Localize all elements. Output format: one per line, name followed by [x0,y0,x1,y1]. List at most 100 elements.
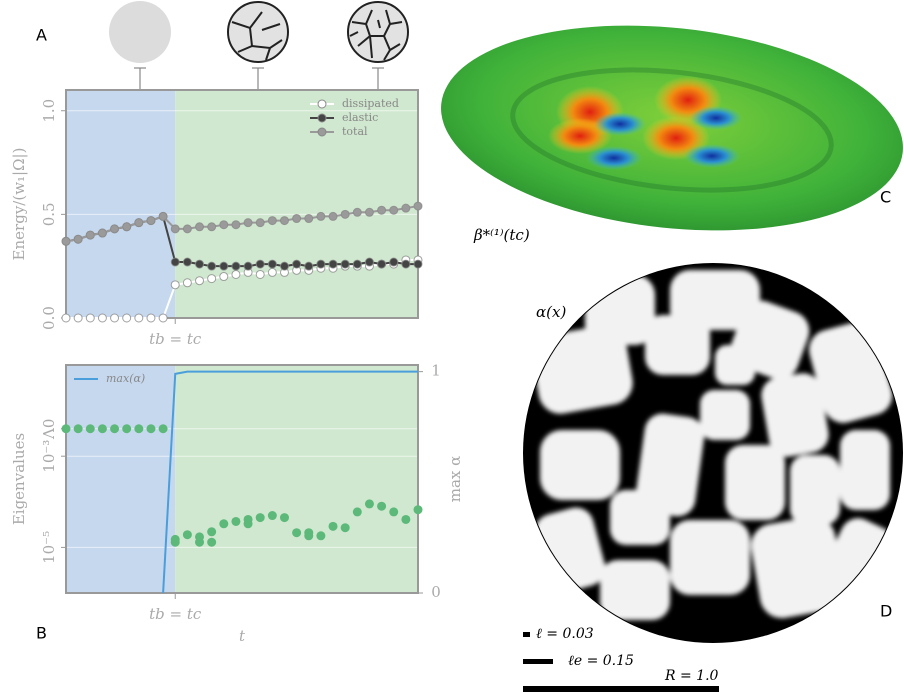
data-point [195,222,205,232]
data-point [340,209,350,219]
data-point [267,267,277,277]
data-point [316,259,326,269]
region [175,90,418,318]
legend-marker [317,127,327,137]
y-tick-label: 10⁻³ [40,440,58,473]
plot-frame [65,364,419,594]
data-point [134,218,144,228]
series-line [162,370,418,593]
data-point [219,519,229,529]
data-point [207,261,217,271]
region [66,365,176,593]
data-point [170,537,180,547]
data-point [182,224,192,234]
data-point [255,513,265,523]
y-tick-label: 0.0 [40,306,58,330]
data-point [146,313,156,323]
y-axis-label: Energy/(w₁|Ω|) [10,148,28,261]
damage-field [523,263,903,643]
data-point [401,203,411,213]
legend-label: total [342,125,368,138]
scale-bars [523,632,719,692]
data-point [158,313,168,323]
data-point [110,313,120,323]
scale-label: ℓe = 0.15 [568,653,634,669]
panel-label: B [36,624,47,643]
data-point [207,537,217,547]
data-point [158,424,168,434]
data-point [231,269,241,279]
data-point [279,513,289,523]
y2-tick-label: 0 [431,583,441,601]
data-point [364,257,374,267]
data-point [134,424,144,434]
data-point [243,261,253,271]
y-tick-label: Λ0 [40,419,58,440]
data-point [207,222,217,232]
data-point [292,528,302,538]
data-point [170,224,180,234]
data-point [267,511,277,521]
y2-axis-label: max α [446,456,464,503]
data-point [292,214,302,224]
data-point [267,259,277,269]
data-point [219,261,229,271]
data-point [279,261,289,271]
data-point [401,259,411,269]
data-point [352,507,362,517]
data-point [158,211,168,221]
data-point [340,523,350,533]
data-point [389,205,399,215]
data-point [122,313,132,323]
region [175,365,418,593]
data-point [413,201,423,211]
legend-marker [317,99,327,109]
panel-label: A [36,26,47,45]
data-point [304,214,314,224]
data-point [61,313,71,323]
data-point [328,521,338,531]
data-point [85,313,95,323]
data-point [122,424,132,434]
data-point [170,257,180,267]
data-point [255,259,265,269]
data-point [182,530,192,540]
data-point [195,537,205,547]
legend-label: max(α) [106,372,145,385]
surface-label: β*⁽¹⁾(tc) [473,226,530,244]
data-point [219,272,229,282]
data-point [85,230,95,240]
data-point [73,313,83,323]
data-point [279,216,289,226]
data-point [110,224,120,234]
data-point [85,424,95,434]
data-point [352,207,362,217]
data-point [207,527,217,537]
x-tick-label: tb = tc [149,605,202,623]
data-point [377,205,387,215]
data-point [377,501,387,511]
data-point [134,313,144,323]
y-tick-label: 1.0 [40,99,58,123]
x-tick-label: tb = tc [149,330,202,348]
data-point [364,499,374,509]
legend-marker [317,113,327,123]
field-label: α(x) [536,303,566,321]
data-point [122,222,132,232]
data-point [267,216,277,226]
panel-label: C [880,188,891,207]
panel-label: D [880,602,892,621]
chart: 0.0 0.5 1.0 tb = tc Energy/(w₁|Ω|) dissipated… [10,89,423,348]
data-point [97,313,107,323]
data-point [316,211,326,221]
data-point [255,269,265,279]
y-tick-label: 10⁻⁵ [40,531,58,564]
legend-label: dissipated [342,97,399,110]
data-point [146,424,156,434]
data-point [207,274,217,284]
y-axis-label: Eigenvalues [10,433,28,525]
data-point [231,261,241,271]
x-axis-label: t [239,627,246,645]
data-point [182,257,192,267]
